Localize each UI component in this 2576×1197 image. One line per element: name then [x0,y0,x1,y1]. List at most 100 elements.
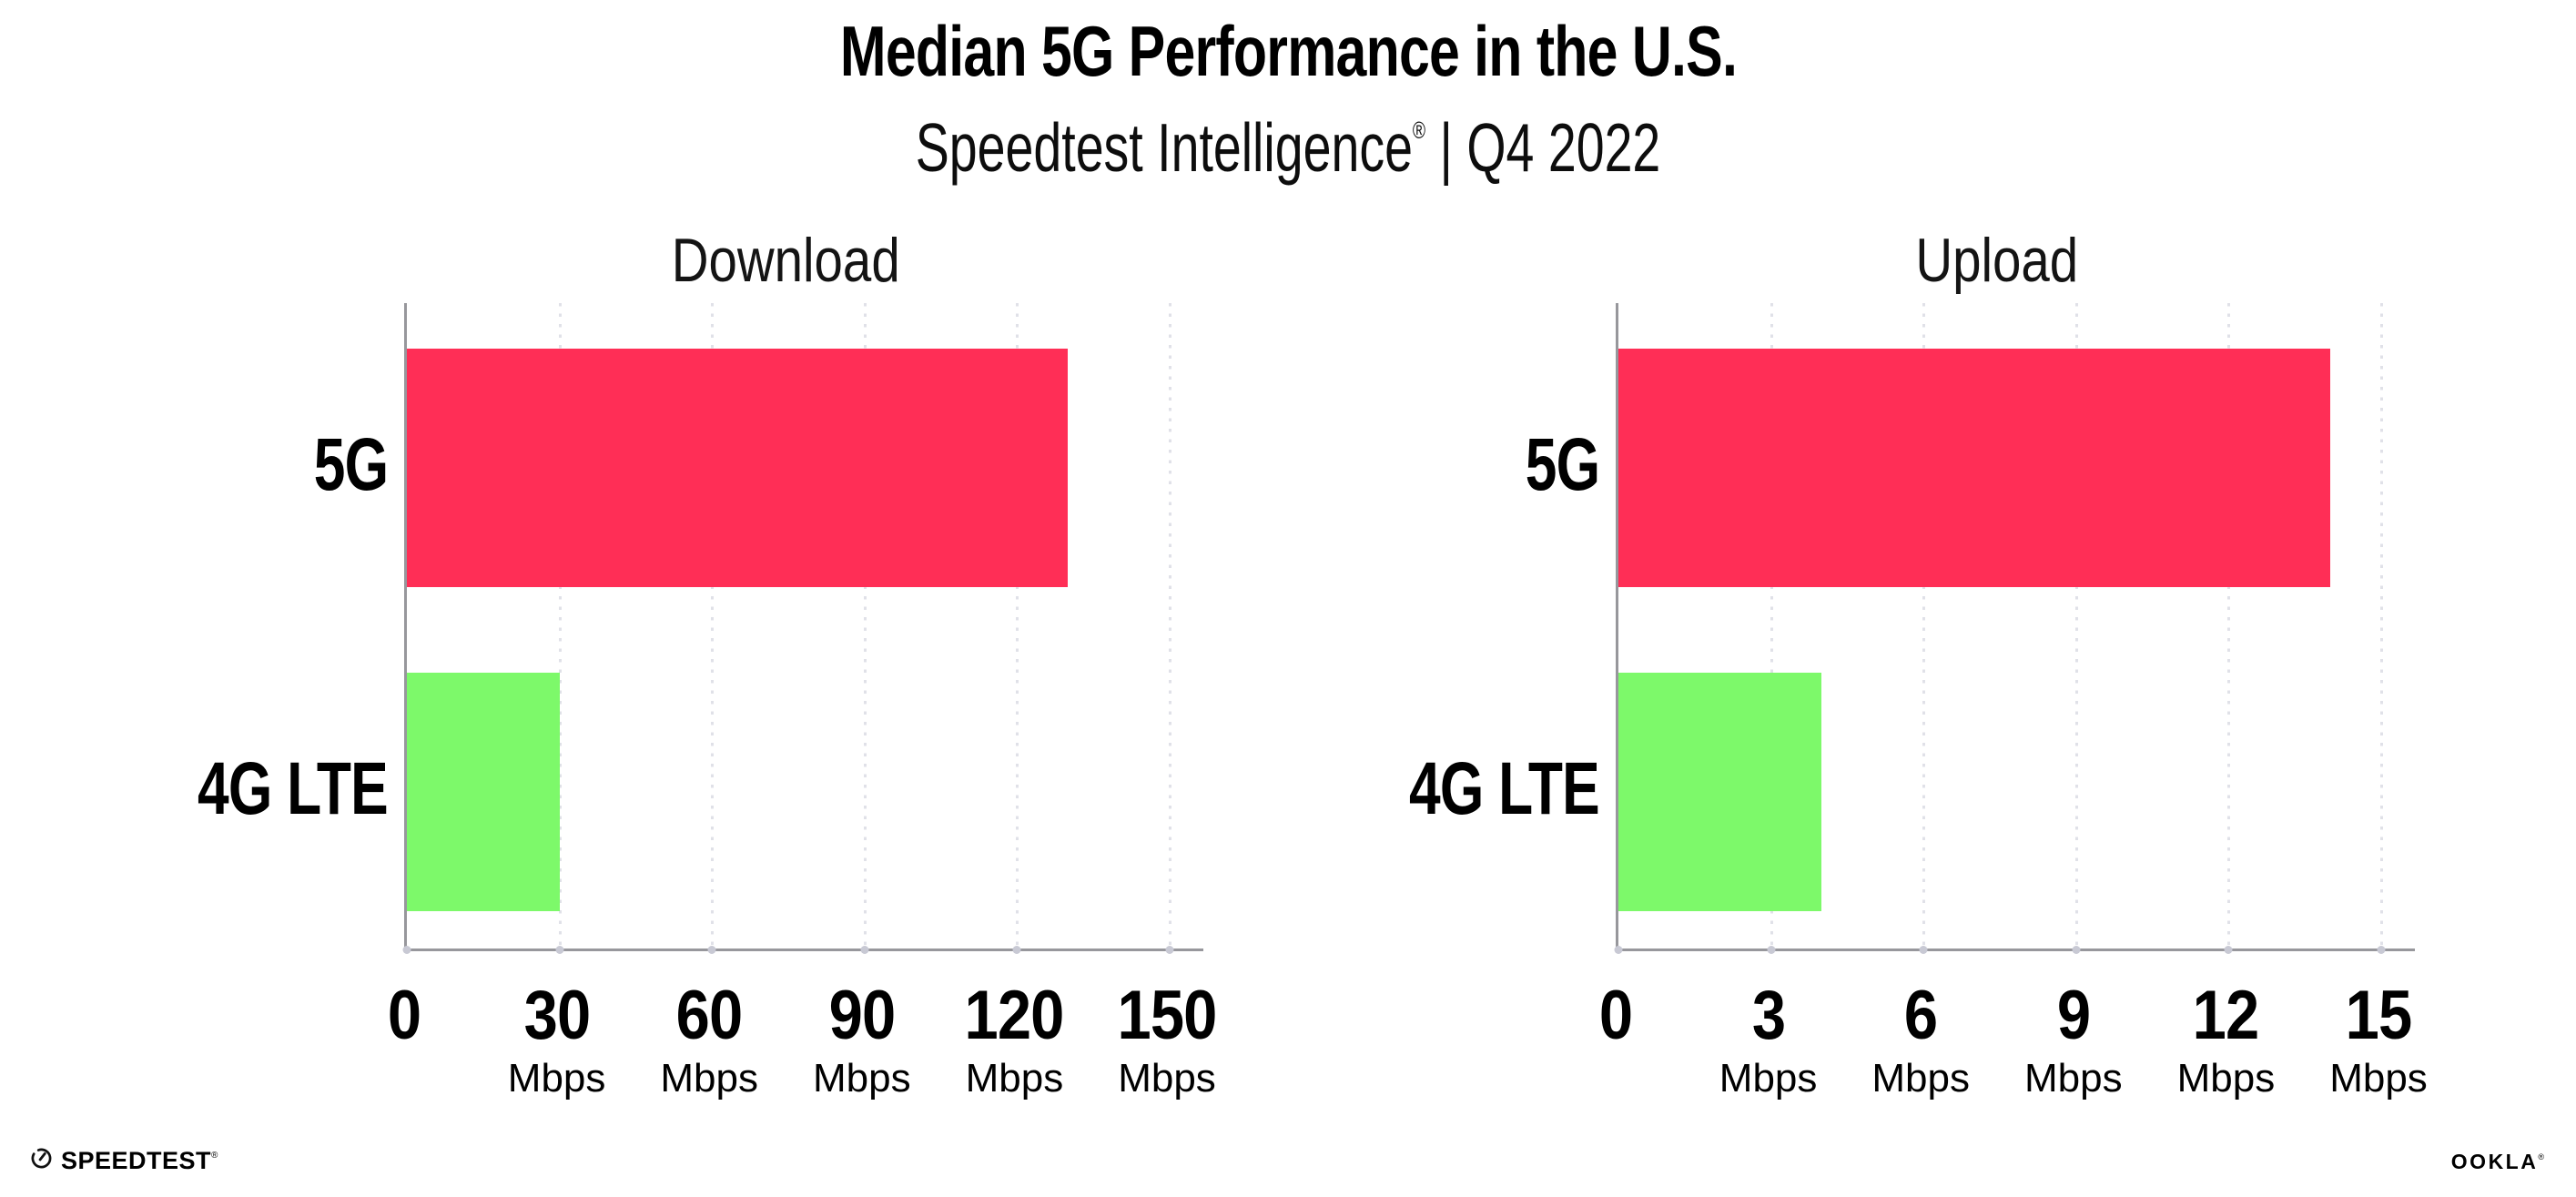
x-tick-value: 90 [828,977,896,1054]
axis-tick-dot [1165,946,1174,954]
axis-tick-dot [1012,946,1021,954]
gridline [2074,303,2078,948]
gridlines [1618,303,2415,948]
upload-chart-panel: Upload 5G 4G LTE 0 3 Mbps 6 Mbps 9 Mbps 12 Mbps 15… [1324,228,2428,1120]
x-tick: 15 Mbps [2329,981,2428,1099]
axis-tick-dot [2377,946,2386,954]
bars [1618,303,2415,948]
x-tick-unit: Mbps [2024,1056,2123,1101]
gridline [1770,303,1773,948]
x-tick: 9 Mbps [2024,981,2123,1099]
x-tick-value: 150 [1117,977,1218,1054]
axis-tick-dot [555,946,564,954]
category-label: 4G LTE [198,747,389,830]
x-tick: 0 [385,981,422,1050]
category-row: 5G [113,303,388,627]
axis-tick-dot [1767,946,1776,954]
x-tick-value: 30 [523,977,591,1054]
bar-4g-lte [1618,673,1822,911]
subtitle-period: | Q4 2022 [1425,109,1661,186]
x-tick: 60 Mbps [660,981,758,1099]
gridline [558,303,562,948]
chart-title-text: Download [671,226,900,295]
x-tick-value: 120 [964,977,1065,1054]
bar-row [1618,627,2415,951]
axis-tick-dot [2224,946,2233,954]
bar-5g [1618,349,2331,587]
x-tick: 120 Mbps [958,981,1070,1099]
x-tick: 3 Mbps [1719,981,1818,1099]
x-tick: 6 Mbps [1871,981,1970,1099]
x-tick: 150 Mbps [1111,981,1223,1099]
x-axis-ticks: 0 30 Mbps 60 Mbps 90 Mbps 120 Mbps 150 Mbps [388,981,1218,1118]
upload-chart-title: Upload [1616,228,2378,293]
bar-row [407,627,1203,951]
x-tick-unit: Mbps [1871,1056,1970,1101]
page-subtitle: Speedtest Intelligence® | Q4 2022 [0,93,2576,185]
category-label: 5G [313,423,388,506]
gridline [711,303,715,948]
axis-tick-dot [402,946,411,954]
x-tick-unit: Mbps [660,1056,758,1101]
bar-4g-lte [407,673,560,911]
x-tick-unit: Mbps [507,1056,606,1101]
axis-tick-dot [1919,946,1928,954]
x-tick-unit: Mbps [2329,1056,2428,1101]
axis-dots [1614,303,2415,954]
x-tick-value: 0 [1598,977,1633,1054]
speedtest-wordmark: SPEEDTEST® [61,1143,218,1173]
chart-title-text: Upload [1915,226,2079,295]
plot-area [402,303,1203,954]
plot-area [1614,303,2415,954]
category-row: 4G LTE [113,627,389,951]
x-tick-unit: Mbps [2176,1056,2276,1101]
gridline [1922,303,1926,948]
x-tick-value: 0 [387,977,421,1054]
gridline [1169,303,1171,948]
axis-tick-dot [860,946,869,954]
ookla-logo: OOKLA® [2451,1146,2544,1172]
download-chart-panel: Download 5G 4G LTE 0 30 Mbps 60 Mbps 90 Mbps 120… [113,228,1218,1120]
category-row: 4G LTE [1324,627,1600,951]
axis-tick-dot [2072,946,2081,954]
speedtest-gauge-icon [31,1148,52,1168]
bar-5g [407,349,1069,587]
download-chart-title: Download [404,228,1167,293]
speedtest-registered-mark: ® [211,1150,218,1161]
category-row: 5G [1324,303,1599,627]
bars [407,303,1203,948]
x-tick-value: 6 [1904,977,1938,1054]
category-axis: 5G 4G LTE [1324,303,1600,951]
bar-row [407,303,1203,627]
speedtest-wordmark-text: SPEEDTEST [61,1146,212,1174]
page-subtitle-text: Speedtest Intelligence® | Q4 2022 [916,93,1661,185]
axis-dots [402,303,1203,954]
x-tick-value: 15 [2345,977,2413,1054]
x-tick-unit: Mbps [813,1056,911,1101]
category-label: 5G [1525,423,1599,506]
gridline [1016,303,1019,948]
axis-tick-dot [1614,946,1623,954]
x-tick-unit: Mbps [965,1056,1064,1101]
x-tick: 12 Mbps [2177,981,2276,1099]
x-tick: 30 Mbps [508,981,606,1099]
x-tick-value: 12 [2193,977,2260,1054]
speedtest-logo: SPEEDTEST® [30,1143,218,1173]
subtitle-brand: Speedtest Intelligence [915,109,1413,186]
gridline [2227,303,2231,948]
ookla-registered-mark: ® [2538,1152,2544,1161]
ookla-wordmark-text: OOKLA [2450,1150,2539,1173]
x-axis-ticks: 0 3 Mbps 6 Mbps 9 Mbps 12 Mbps 15 Mbps [1599,981,2428,1118]
bar-row [1618,303,2415,627]
category-label: 4G LTE [1409,747,1600,830]
x-tick-unit: Mbps [1719,1056,1818,1101]
gridlines [407,303,1203,948]
x-tick: 90 Mbps [813,981,911,1099]
x-tick: 0 [1597,981,1634,1050]
x-tick-unit: Mbps [1118,1056,1216,1101]
gridline [863,303,867,948]
x-tick-value: 9 [2056,977,2091,1054]
axis-tick-dot [707,946,716,954]
registered-mark: ® [1412,117,1426,144]
category-axis: 5G 4G LTE [113,303,389,951]
